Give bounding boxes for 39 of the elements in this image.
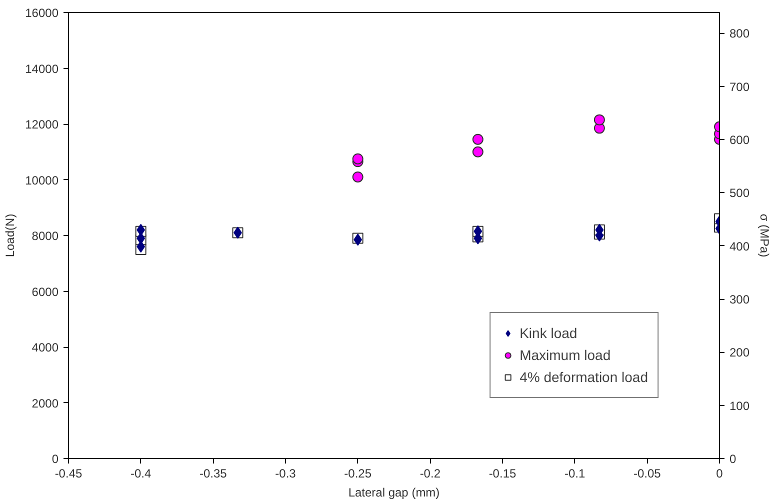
- y-tick-label: 6000: [32, 284, 59, 299]
- legend-label: Kink load: [520, 325, 578, 341]
- point: [594, 114, 605, 126]
- y-tick-label: 10000: [25, 173, 59, 188]
- point: [352, 171, 364, 182]
- y-axis-title: Load(N): [3, 214, 18, 258]
- y2-tick-label: 700: [730, 80, 750, 94]
- y2-tick-label: 0: [730, 452, 736, 466]
- y2-tick-label: 300: [730, 292, 750, 307]
- x-tick-label: -0.3: [275, 466, 296, 480]
- x-axis-title: Lateral gap (mm): [348, 486, 440, 500]
- y-tick-label: 4000: [32, 340, 59, 354]
- x-tick-label: -0.45: [54, 466, 82, 480]
- point: [472, 146, 484, 158]
- x-tick-label: -0.4: [130, 466, 152, 480]
- y2-tick-label: 200: [730, 346, 750, 360]
- y2-tick-label: 100: [730, 398, 750, 413]
- y2-tick-label: 600: [730, 133, 750, 148]
- y2-tick-label: 500: [730, 186, 750, 200]
- point: [352, 153, 364, 164]
- y2-axis-title: σ (MPa): [758, 214, 772, 258]
- y-tick-label: 0: [52, 452, 59, 466]
- x-tick-label: -0.1: [564, 466, 586, 480]
- legend-label: 4% deformation load: [520, 369, 648, 385]
- legend-label: Maximum load: [520, 347, 611, 363]
- x-tick-label: -0.2: [420, 466, 441, 480]
- x-tick-label: -0.35: [199, 466, 228, 480]
- x-tick-label: -0.25: [344, 466, 372, 480]
- point: [472, 134, 484, 145]
- y2-tick-label: 400: [730, 239, 750, 254]
- y-tick-label: 8000: [32, 229, 59, 243]
- y-tick-label: 16000: [25, 6, 59, 20]
- x-tick-label: 0: [716, 466, 724, 480]
- y-tick-label: 2000: [32, 396, 59, 410]
- x-tick-label: -0.15: [488, 466, 516, 480]
- y-tick-label: 14000: [25, 62, 59, 76]
- y2-tick-label: 800: [730, 26, 750, 41]
- y-tick-label: 12000: [25, 118, 59, 132]
- x-tick-label: -0.05: [633, 466, 662, 480]
